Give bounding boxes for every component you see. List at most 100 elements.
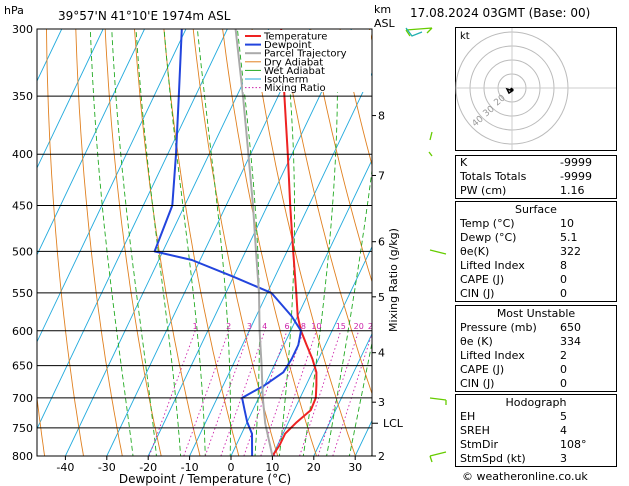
index-label: K [460,156,468,169]
pressure-tick-label: 700 [12,392,33,405]
hodograph-label: StmSpd (kt) [460,452,526,465]
isotherm-line [106,29,311,456]
wind-barb [405,27,423,37]
pressure-tick-label: 800 [12,450,33,463]
storm-motion-marker [510,88,514,92]
dry-adiabat-line [46,29,84,456]
hodograph-label: StmDir [460,438,499,451]
legend-label: Wet Adiabat [264,66,325,77]
isotherm-line [354,419,372,456]
pressure-tick-label: 750 [12,422,33,435]
km-tick-label: 5 [378,291,385,304]
isotherm-line [37,29,187,343]
isotherm-line [438,29,455,456]
index-label: PW (cm) [460,184,507,197]
index-row: K -9999 [456,156,616,170]
most-unstable-row: Pressure (mb) 650 [456,321,616,335]
mixing-ratio-label: 4 [262,322,267,331]
most-unstable-label: Lifted Index [460,349,525,362]
wet-adiabat-line [163,29,206,456]
wet-adiabat-line [278,29,295,456]
mixing-ratio-line [332,332,372,456]
hodograph-title: Hodograph [505,396,567,409]
mixing-ratio-label: 10 [311,322,321,331]
hodograph-table: Hodograph EH 5 SREH 4 StmDir 108° StmSpd (k… [455,394,617,467]
index-value: 1.16 [560,184,585,197]
wind-barb [429,131,433,141]
isotherm-line [37,29,145,256]
surface-row: Temp (°C) 10 [456,217,616,231]
surface-title: Surface [515,203,557,216]
mixing-ratio-line [317,330,360,456]
hodograph-label: SREH [460,424,490,437]
dry-adiabat-line [37,394,46,456]
most-unstable-row: θe (K) 334 [456,335,616,349]
hodograph-row: SREH 4 [456,424,616,438]
temperature-tick-label: -20 [139,461,157,474]
km-unit-label: km [374,3,391,16]
mixing-ratio-axis-label: Mixing Ratio (g/kg) [387,228,400,332]
wind-barb [429,397,447,405]
mixing-ratio-line [183,330,230,456]
isotherm-line [64,29,270,456]
most-unstable-value: 0 [560,363,567,376]
most-unstable-table: Most Unstable Pressure (mb) 650 θe (K) 334… [455,305,617,392]
dry-adiabat-line [428,29,455,456]
credit-text: © weatheronline.co.uk [462,470,588,483]
surface-table: Surface Temp (°C) 10 Dewp (°C) 5.1 θe(K) 32… [455,201,617,302]
most-unstable-row: CAPE (J) 0 [456,363,616,377]
lcl-label: LCL [383,417,404,430]
km-tick-label: 8 [378,110,385,123]
isotherm-line [37,29,228,430]
most-unstable-value: 0 [560,377,567,390]
most-unstable-value: 334 [560,335,581,348]
legend-background [243,30,371,92]
wet-adiabat-line [135,29,182,456]
wind-barb [429,249,447,255]
hodograph-unit: kt [460,31,470,42]
wet-adiabat-line [326,166,372,456]
wet-adiabat-line [111,29,157,456]
legend-label: Temperature [263,32,327,43]
pressure-tick-label: 400 [12,148,33,161]
dry-adiabat-line [399,29,455,456]
km-tick-label: 7 [378,169,385,182]
most-unstable-value: 650 [560,321,581,334]
datetime-title: 17.08.2024 03GMT (Base: 00) [410,6,591,20]
mixing-ratio-label: 8 [301,322,306,331]
most-unstable-row: CIN (J) 0 [456,377,616,391]
km-tick-label: 6 [378,236,385,249]
hodograph-row: StmSpd (kt) 3 [456,452,616,466]
mixing-ratio-label: 15 [336,322,346,331]
surface-row: θe(K) 322 [456,245,616,259]
indices-table: K -9999 Totals Totals -9999 PW (cm) 1.16 [455,155,617,199]
surface-label: Dewp (°C) [460,231,517,244]
hodograph-value: 4 [560,424,567,437]
isotherm-line [271,245,372,456]
pressure-unit-label: hPa [4,4,24,17]
surface-label: Temp (°C) [460,217,515,230]
temperature-tick-label: 10 [265,461,279,474]
temperature-tick-label: -10 [181,461,199,474]
temperature-tick-label: -40 [56,461,74,474]
temperature-tick-label: 30 [348,461,362,474]
mixing-ratio-label: 2 [226,322,231,331]
surface-row: Lifted Index 8 [456,259,616,273]
isotherm-line [230,158,372,456]
hodograph-value: 5 [560,410,567,423]
mixing-ratio-label: 1 [193,322,198,331]
isotherm-line [397,29,455,456]
most-unstable-row: Lifted Index 2 [456,349,616,363]
surface-value: 0 [560,273,567,286]
hodograph-row: EH 5 [456,410,616,424]
location-title: 39°57'N 41°10'E 1974m ASL [58,9,231,23]
wet-adiabat-line [196,29,231,456]
asl-unit-label: ASL [374,17,396,30]
mixing-ratio-line [204,330,250,456]
hodograph: kt 40 30 20 [455,27,617,151]
km-tick-label: 3 [378,396,385,409]
hodograph-frame [455,27,617,151]
wind-barb [429,451,447,463]
most-unstable-label: CAPE (J) [460,363,505,376]
